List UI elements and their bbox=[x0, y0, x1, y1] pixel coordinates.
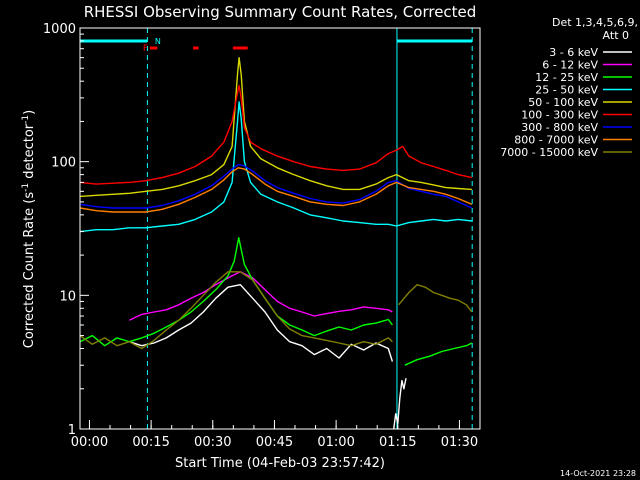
legend-header: Det 1,3,4,5,6,9, bbox=[552, 16, 638, 29]
chart-title: RHESSI Observing Summary Count Rates, Co… bbox=[84, 3, 477, 21]
x-tick-label-2: 00:30 bbox=[194, 435, 231, 450]
series-line-9 bbox=[398, 284, 473, 313]
x-tick-label-5: 01:15 bbox=[379, 435, 416, 450]
series-line-1 bbox=[128, 271, 393, 321]
series-line-7 bbox=[79, 167, 473, 213]
y-tick-label-0: 1 bbox=[68, 423, 76, 438]
y-axis-label-sup1: -1 bbox=[21, 183, 31, 192]
series-line-0 bbox=[129, 284, 394, 362]
night-flag-label: N bbox=[155, 37, 161, 46]
series-line-4 bbox=[79, 57, 472, 198]
y-axis-label-main: Corrected Count Rate (s bbox=[22, 192, 37, 349]
series-line-3 bbox=[79, 101, 472, 233]
plot-frame bbox=[79, 27, 481, 430]
series-line-6 bbox=[79, 163, 473, 209]
legend-label-1: 6 - 12 keV bbox=[542, 59, 598, 72]
y-axis-label-end: ) bbox=[22, 110, 37, 115]
x-tick-label-6: 01:30 bbox=[441, 435, 478, 450]
y-axis-label: Corrected Count Rate (s-1 detector-1) bbox=[21, 110, 37, 348]
series-line-10 bbox=[404, 342, 473, 366]
legend-label-5: 100 - 300 keV bbox=[521, 109, 598, 122]
y-axis-label-sup2: -1 bbox=[21, 115, 31, 124]
x-axis-label: Start Time (04-Feb-03 23:57:42) bbox=[175, 456, 385, 471]
x-tick-label-4: 01:00 bbox=[317, 435, 354, 450]
y-tick-label-3: 1000 bbox=[43, 22, 76, 37]
y-axis-label-mid: detector bbox=[22, 123, 37, 183]
y-tick-label-2: 100 bbox=[51, 156, 76, 171]
series-line-2 bbox=[79, 237, 393, 347]
legend-label-6: 300 - 800 keV bbox=[521, 121, 598, 134]
x-tick-label-3: 00:45 bbox=[256, 435, 293, 450]
generation-timestamp: 14-Oct-2021 23:28 bbox=[560, 469, 636, 478]
legend-label-0: 3 - 6 keV bbox=[549, 46, 598, 59]
legend-label-2: 12 - 25 keV bbox=[535, 71, 598, 84]
series-line-5 bbox=[79, 85, 472, 185]
series-line-11 bbox=[393, 378, 407, 430]
flare-flag-label: F bbox=[143, 44, 148, 54]
x-tick-label-1: 00:15 bbox=[132, 435, 169, 450]
x-tick-label-0: 00:00 bbox=[71, 435, 108, 450]
legend-label-3: 25 - 50 keV bbox=[535, 84, 598, 97]
legend-label-4: 50 - 100 keV bbox=[528, 96, 598, 109]
legend-subheader: Att 0 bbox=[603, 29, 629, 42]
axes-layer: 00:00 00:15 00:30 00:45 01:00 01:15 01:30 1 10 10… bbox=[43, 22, 481, 450]
legend-label-7: 800 - 7000 keV bbox=[514, 134, 598, 147]
legend-label-8: 7000 - 15000 keV bbox=[500, 146, 598, 159]
series-line-8 bbox=[79, 271, 393, 350]
y-tick-label-1: 10 bbox=[59, 289, 76, 304]
plot-layer: NF bbox=[79, 28, 473, 430]
